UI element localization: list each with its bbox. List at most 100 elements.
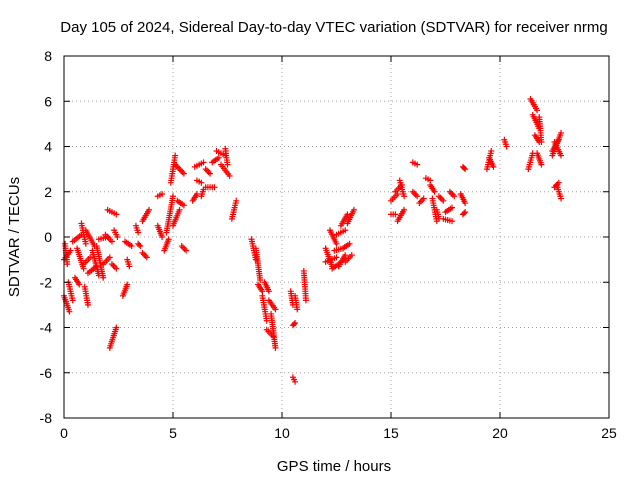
y-tick-label: 2	[44, 184, 52, 200]
data-point	[290, 321, 297, 328]
data-point	[113, 211, 120, 218]
data-point	[226, 172, 233, 179]
data-point	[172, 152, 179, 159]
data-point	[108, 238, 115, 245]
data-point	[414, 161, 421, 168]
data-point	[224, 161, 231, 168]
data-point	[113, 324, 120, 331]
data-point	[342, 252, 349, 259]
data-point	[302, 297, 309, 304]
data-point	[146, 206, 153, 213]
data-point	[488, 148, 495, 155]
data-point	[350, 206, 357, 213]
y-tick-label: -4	[40, 320, 53, 336]
data-point	[490, 163, 497, 170]
data-point	[211, 184, 218, 191]
y-tick-label: 8	[44, 48, 52, 64]
data-point	[555, 136, 562, 143]
data-point	[272, 344, 279, 351]
data-point	[348, 252, 355, 259]
data-point	[180, 202, 187, 209]
x-axis-label: GPS time / hours	[277, 458, 391, 475]
data-point	[272, 306, 279, 313]
data-point	[265, 288, 272, 295]
axis-ticks: 0 5 10 15 20 25 -8 -6 -4 -2 0 2 4 6 8	[40, 48, 617, 441]
x-tick-label: 0	[60, 425, 68, 441]
y-tick-label: 6	[44, 93, 52, 109]
data-point	[137, 243, 144, 250]
data-point	[207, 170, 214, 177]
data-points	[61, 95, 565, 385]
data-point	[461, 164, 468, 171]
x-tick-label: 25	[601, 425, 617, 441]
data-point	[462, 209, 469, 216]
data-point	[462, 200, 469, 207]
data-point	[176, 206, 183, 213]
data-point	[159, 191, 166, 198]
data-point	[451, 193, 458, 200]
data-point	[392, 211, 399, 218]
data-point	[292, 378, 299, 385]
data-point	[449, 218, 456, 225]
data-point	[100, 274, 107, 281]
data-point	[461, 210, 468, 217]
data-point	[198, 179, 205, 186]
data-point	[193, 191, 200, 198]
data-point	[82, 240, 89, 247]
x-tick-label: 10	[274, 425, 290, 441]
data-point	[257, 276, 264, 283]
data-point	[401, 206, 408, 213]
data-point	[215, 154, 222, 161]
data-point	[66, 308, 73, 315]
chart-title: Day 105 of 2024, Sidereal Day-to-day VTE…	[60, 19, 607, 36]
data-point	[84, 301, 91, 308]
data-point	[558, 129, 565, 136]
y-tick-label: -2	[40, 274, 53, 290]
data-point	[183, 247, 190, 254]
data-point	[538, 138, 545, 145]
data-point	[294, 306, 301, 313]
data-point	[346, 240, 353, 247]
y-axis-label: SDTVAR / TECUs	[6, 177, 23, 297]
data-point	[180, 170, 187, 177]
x-tick-label: 5	[169, 425, 177, 441]
data-point	[558, 152, 565, 159]
data-point	[106, 254, 113, 261]
data-point	[401, 193, 408, 200]
data-point	[333, 254, 340, 261]
data-point	[170, 193, 176, 200]
data-point	[503, 143, 510, 150]
data-point	[449, 204, 456, 211]
y-tick-label: 0	[44, 229, 52, 245]
data-point	[143, 254, 150, 261]
data-point	[126, 263, 133, 270]
data-point	[534, 107, 541, 114]
data-point	[69, 297, 76, 304]
data-point	[414, 193, 421, 200]
x-tick-label: 20	[492, 425, 508, 441]
data-point	[558, 195, 565, 202]
data-point	[333, 240, 340, 247]
data-point	[165, 236, 172, 243]
data-point	[159, 234, 166, 240]
data-point	[124, 281, 131, 288]
data-point	[344, 211, 351, 218]
data-point	[538, 161, 545, 168]
data-point	[76, 281, 83, 288]
data-point	[431, 188, 438, 195]
data-point	[114, 234, 121, 240]
data-point	[292, 319, 299, 326]
data-point	[113, 265, 120, 272]
data-point	[135, 229, 142, 236]
data-point	[263, 317, 270, 324]
data-point	[233, 197, 240, 204]
data-point	[200, 159, 207, 166]
y-tick-label: -8	[40, 410, 53, 426]
data-point	[342, 227, 349, 234]
data-point	[136, 241, 143, 248]
x-tick-label: 15	[383, 425, 399, 441]
data-point	[462, 166, 469, 173]
data-point	[440, 197, 447, 204]
data-point	[420, 195, 427, 202]
